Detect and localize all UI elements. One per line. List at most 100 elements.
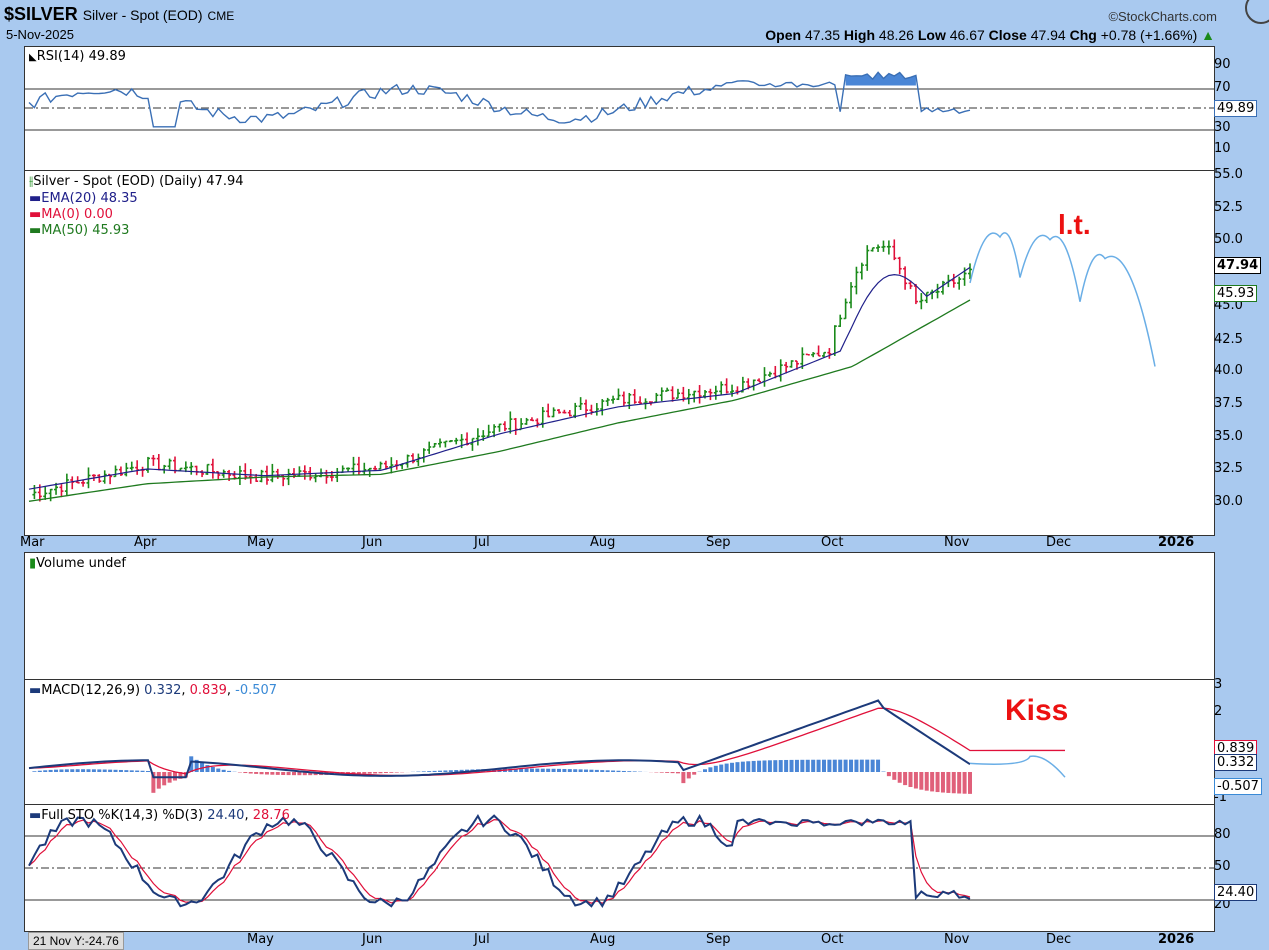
price-bar bbox=[32, 485, 36, 499]
resize-handle[interactable] bbox=[1245, 0, 1269, 24]
price-bar bbox=[671, 386, 675, 401]
x-label: Jun bbox=[362, 932, 382, 947]
price-bar bbox=[611, 396, 615, 404]
price-bar bbox=[146, 457, 150, 473]
price-bar bbox=[546, 404, 550, 418]
price-bar bbox=[779, 359, 783, 381]
x-label: Jun bbox=[362, 535, 382, 550]
price-bar bbox=[487, 425, 491, 437]
macd-hist-bar bbox=[671, 772, 675, 773]
price-bar bbox=[833, 325, 837, 356]
price-bar bbox=[276, 469, 280, 479]
sto-d-line bbox=[29, 820, 970, 904]
macd-hist-bar bbox=[249, 772, 253, 774]
price-bar bbox=[498, 424, 502, 432]
price-bar bbox=[438, 438, 442, 447]
macd-value-tag: 0.332 bbox=[1214, 754, 1257, 771]
macd-hist-bar bbox=[676, 772, 680, 773]
x-label: Sep bbox=[706, 932, 731, 947]
macd-hist-bar bbox=[146, 771, 150, 772]
macd-hist-bar bbox=[557, 769, 561, 772]
macd-hist-bar bbox=[427, 771, 431, 772]
macd-panel: ▬MACD(12,26,9) 0.332, 0.839, -0.507 Kiss bbox=[24, 679, 1215, 806]
macd-legend: ▬MACD(12,26,9) 0.332, 0.839, -0.507 bbox=[29, 683, 277, 698]
macd-hist-bar bbox=[103, 770, 107, 772]
x-label: 2026 bbox=[1158, 932, 1194, 947]
macd-hist-bar bbox=[270, 772, 274, 775]
price-bar bbox=[757, 378, 761, 381]
macd-hist-bar bbox=[281, 772, 285, 775]
price-tick: 35.0 bbox=[1214, 429, 1243, 444]
price-bar bbox=[595, 403, 599, 416]
macd-hist-bar bbox=[119, 770, 123, 772]
macd-hist-bar bbox=[76, 769, 80, 772]
macd-hist-bar bbox=[568, 769, 572, 772]
x-label: May bbox=[247, 535, 274, 550]
price-bar bbox=[708, 389, 712, 400]
brand-logo[interactable]: ©StockCharts.com bbox=[1108, 9, 1217, 24]
macd-hist-bar bbox=[81, 769, 85, 772]
price-bar bbox=[530, 417, 534, 421]
price-bar bbox=[406, 455, 410, 468]
macd-signal-line bbox=[29, 708, 1065, 775]
rsi-value-tag: 49.89 bbox=[1214, 100, 1257, 117]
crosshair-tooltip: 21 Nov Y:-24.76 bbox=[28, 932, 124, 950]
macd-hist-bar bbox=[92, 769, 96, 772]
price-bar bbox=[865, 245, 869, 271]
price-bar bbox=[189, 462, 193, 475]
price-panel: ⫲Silver - Spot (EOD) (Daily) 47.94 ▬EMA(… bbox=[24, 170, 1215, 536]
macd-hist-bar bbox=[822, 760, 826, 772]
price-bars bbox=[32, 239, 972, 501]
price-bar bbox=[600, 399, 604, 415]
volume-label: ▮Volume undef bbox=[29, 556, 126, 571]
macd-hist-bar bbox=[59, 769, 63, 772]
price-bar bbox=[633, 389, 637, 404]
price-bar bbox=[692, 391, 696, 403]
price-bar bbox=[297, 466, 301, 477]
price-bar bbox=[124, 463, 128, 477]
price-bar bbox=[249, 469, 253, 484]
x-label: Dec bbox=[1046, 535, 1071, 550]
macd-hist-bar bbox=[811, 760, 815, 772]
macd-hist-bar bbox=[589, 770, 593, 772]
price-bar bbox=[135, 460, 139, 475]
macd-hist-bar bbox=[871, 760, 875, 772]
macd-hist-bar bbox=[660, 772, 664, 773]
price-tick: 42.5 bbox=[1214, 332, 1243, 347]
macd-hist-bar bbox=[130, 770, 134, 772]
macd-hist-bar bbox=[395, 772, 399, 773]
price-bar bbox=[919, 293, 923, 309]
macd-hist-bar bbox=[433, 771, 437, 772]
price-bar bbox=[941, 281, 945, 295]
price-svg bbox=[25, 171, 1214, 535]
price-bar bbox=[725, 378, 729, 393]
macd-hist-bar bbox=[222, 770, 226, 772]
price-bar bbox=[368, 468, 372, 477]
symbol-title: $SILVER Silver - Spot (EOD) CME bbox=[4, 4, 234, 25]
volume-panel: ▮Volume undef bbox=[24, 552, 1215, 681]
close-value-tag: 47.94 bbox=[1214, 257, 1261, 274]
price-tick: 37.5 bbox=[1214, 396, 1243, 411]
x-label: Dec bbox=[1046, 932, 1071, 947]
macd-hist-bar bbox=[141, 771, 145, 772]
price-tick: 55.0 bbox=[1214, 167, 1243, 182]
macd-hist-bar bbox=[622, 771, 626, 772]
price-bar bbox=[157, 454, 161, 470]
price-tick: 32.5 bbox=[1214, 461, 1243, 476]
macd-hist-bar bbox=[611, 771, 615, 772]
rsi-tick: 90 bbox=[1214, 57, 1231, 72]
lock-icon: ◣ bbox=[29, 52, 37, 63]
macd-hist-bar bbox=[389, 772, 393, 773]
price-bar bbox=[762, 367, 766, 387]
price-bar bbox=[936, 284, 940, 299]
macd-hist-bar bbox=[65, 769, 69, 772]
price-bar bbox=[59, 484, 63, 497]
macd-hist-bar bbox=[925, 772, 929, 791]
price-bar bbox=[730, 385, 734, 397]
price-tick: 40.0 bbox=[1214, 363, 1243, 378]
macd-hist-bar bbox=[790, 760, 794, 772]
price-bar bbox=[119, 467, 123, 476]
macd-hist-bar bbox=[854, 760, 858, 772]
price-bar bbox=[579, 397, 583, 410]
macd-hist-bar bbox=[287, 772, 291, 775]
